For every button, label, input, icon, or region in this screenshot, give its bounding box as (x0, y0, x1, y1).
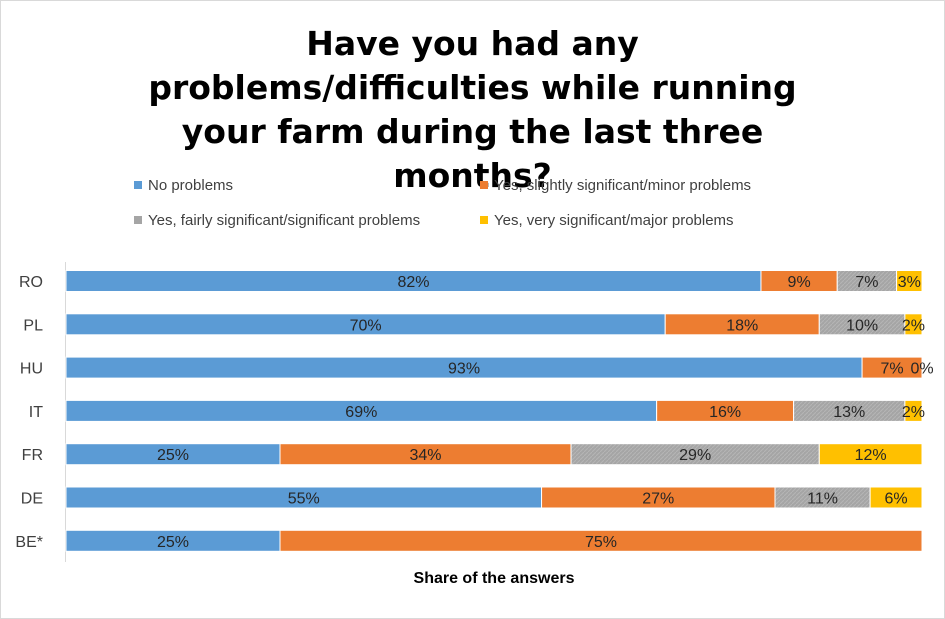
bar-hu-series-2 (861, 356, 923, 379)
legend-label-no-problems: No problems (148, 177, 234, 194)
data-label-pl-series-2: 18% (726, 317, 758, 334)
data-label-ro-series-1: 82% (397, 274, 429, 291)
data-label-pl-series-4: 2% (902, 317, 925, 334)
data-label-ro-series-2: 9% (788, 274, 811, 291)
data-label-it-series-2: 16% (709, 404, 741, 421)
data-label-hu-series-2: 7% (880, 361, 903, 378)
data-label-it-series-3: 13% (833, 404, 865, 421)
data-label-de-series-4: 6% (884, 491, 907, 508)
legend-label-significant-problems: Yes, fairly significant/significant prob… (148, 212, 421, 229)
legend-item-major-problems: Yes, very significant/major problems (480, 212, 734, 229)
data-label-it-series-4: 2% (902, 404, 925, 421)
legend-swatch-minor-problems (480, 181, 488, 189)
data-label-de-series-3: 11% (807, 491, 838, 508)
data-label-it-series-1: 69% (345, 404, 377, 421)
chart-title: Have you had any problems/difficulties w… (148, 24, 797, 195)
data-label-fr-series-3: 29% (679, 447, 711, 464)
legend-item-minor-problems: Yes, slightly significant/minor problems (480, 177, 751, 194)
legend-item-significant-problems: Yes, fairly significant/significant prob… (134, 212, 420, 229)
bar-pl-series-4 (904, 313, 923, 336)
data-label-fr-series-2: 34% (410, 447, 442, 464)
data-label-de-series-2: 27% (642, 491, 674, 508)
legend-label-major-problems: Yes, very significant/major problems (494, 212, 734, 229)
bar-ro-series-4 (896, 270, 923, 292)
legend-label-minor-problems: Yes, slightly significant/minor problems (494, 177, 752, 194)
data-label-ro-series-4: 3% (898, 274, 921, 291)
category-label-be: BE* (15, 534, 43, 551)
data-label-ro-series-3: 7% (855, 274, 878, 291)
data-label-be-series-2: 75% (585, 534, 617, 551)
legend-item-no-problems: No problems (134, 177, 233, 194)
bar-de-series-4 (869, 486, 923, 509)
category-label-ro: RO (19, 274, 43, 291)
data-label-fr-series-4: 12% (855, 447, 887, 464)
legend-swatch-no-problems (134, 181, 142, 189)
bar-fr-series-4 (818, 443, 923, 466)
data-label-hu-series-4: 0% (910, 361, 933, 378)
category-label-fr: FR (22, 447, 43, 464)
data-label-hu-series-1: 93% (448, 361, 480, 378)
category-label-it: IT (29, 404, 43, 421)
data-label-pl-series-1: 70% (350, 317, 382, 334)
x-axis-title: Share of the answers (413, 570, 575, 587)
legend-swatch-major-problems (480, 216, 488, 224)
data-label-de-series-1: 55% (288, 491, 320, 508)
legend-swatch-significant-problems (134, 216, 142, 224)
data-label-be-series-1: 25% (157, 534, 189, 551)
data-label-pl-series-3: 10% (846, 317, 878, 334)
category-label-hu: HU (20, 361, 43, 378)
category-label-de: DE (21, 491, 43, 508)
bar-it-series-4 (904, 399, 923, 422)
category-label-pl: PL (23, 317, 43, 334)
data-label-fr-series-1: 25% (157, 447, 189, 464)
bar-be-series-2 (279, 529, 923, 552)
